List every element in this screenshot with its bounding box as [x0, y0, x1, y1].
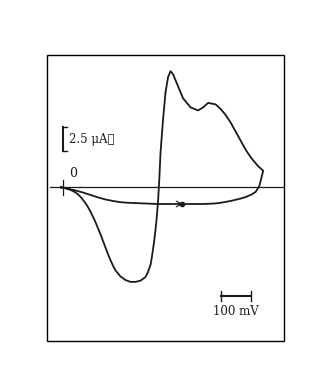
Text: 100 mV: 100 mV: [213, 305, 258, 318]
Text: 2.5 μA⋀: 2.5 μA⋀: [69, 132, 115, 145]
Text: 0: 0: [69, 167, 77, 180]
